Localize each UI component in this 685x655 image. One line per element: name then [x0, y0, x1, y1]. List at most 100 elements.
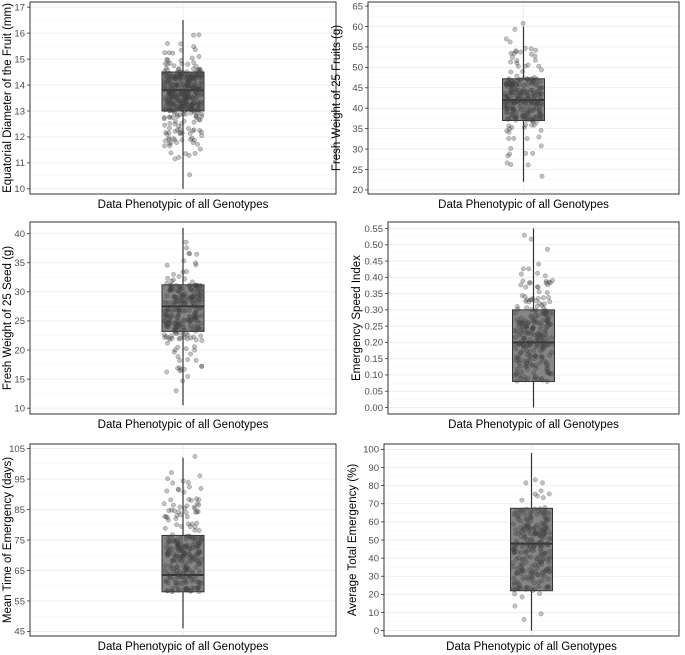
data-point	[190, 105, 196, 111]
data-point	[165, 106, 171, 112]
data-point	[522, 338, 528, 344]
data-point	[532, 353, 538, 359]
data-point	[174, 140, 180, 145]
data-point	[166, 550, 172, 556]
data-point	[527, 358, 533, 363]
data-point	[174, 572, 180, 578]
data-point	[508, 90, 514, 96]
data-point	[544, 309, 550, 314]
data-point	[506, 129, 512, 135]
data-point	[531, 544, 537, 550]
data-point	[530, 362, 536, 368]
data-point	[522, 525, 528, 531]
data-point	[525, 81, 530, 87]
data-point	[193, 357, 199, 363]
data-point	[198, 78, 204, 84]
data-point	[535, 270, 541, 276]
data-point	[519, 330, 524, 336]
data-point	[187, 130, 193, 136]
data-point	[191, 109, 197, 115]
data-point	[182, 300, 188, 305]
data-point	[505, 84, 511, 90]
data-point	[198, 313, 204, 319]
data-point	[162, 313, 168, 319]
data-point	[544, 318, 550, 323]
data-point	[528, 117, 534, 123]
data-point	[195, 509, 201, 515]
data-point	[183, 239, 189, 245]
data-point	[175, 354, 181, 360]
data-point	[195, 101, 201, 107]
data-point	[173, 553, 179, 559]
data-point	[531, 543, 537, 549]
data-point	[510, 92, 516, 98]
data-points	[510, 477, 553, 622]
data-point	[173, 81, 179, 87]
data-point	[162, 568, 168, 573]
data-point	[516, 341, 522, 347]
y-tick-label: 10	[14, 184, 25, 195]
data-point	[504, 160, 510, 166]
data-point	[189, 135, 195, 141]
data-point	[543, 509, 549, 515]
data-point	[532, 531, 538, 536]
data-point	[172, 121, 178, 127]
data-point	[511, 51, 517, 57]
data-point	[524, 348, 530, 354]
data-point	[193, 63, 199, 69]
data-point	[529, 509, 535, 515]
y-tick-label: 0.15	[365, 354, 384, 365]
data-point	[171, 551, 176, 557]
data-point	[512, 335, 518, 340]
data-point	[522, 45, 528, 51]
data-points	[161, 239, 205, 394]
data-point	[187, 251, 193, 257]
data-point	[166, 136, 172, 142]
data-point	[535, 493, 540, 499]
data-point	[192, 347, 198, 353]
data-point	[162, 72, 168, 78]
data-point	[175, 312, 181, 318]
data-point	[524, 305, 530, 311]
data-point	[166, 335, 172, 341]
data-point	[531, 105, 537, 111]
data-point	[178, 73, 183, 79]
data-point	[509, 86, 515, 92]
data-point	[539, 173, 545, 179]
data-point	[522, 318, 528, 324]
data-point	[539, 85, 545, 91]
data-point	[513, 48, 519, 54]
data-point	[530, 588, 536, 593]
data-point	[168, 565, 174, 571]
data-point	[183, 566, 188, 572]
data-point	[514, 60, 520, 66]
data-point	[168, 534, 174, 540]
data-point	[172, 102, 178, 108]
data-point	[189, 570, 195, 576]
data-point	[192, 453, 198, 459]
data-point	[521, 232, 527, 238]
data-point	[539, 347, 545, 353]
data-point	[523, 516, 529, 522]
data-point	[199, 296, 205, 302]
data-point	[191, 85, 197, 91]
data-point	[168, 94, 174, 100]
data-point	[161, 114, 167, 120]
data-point	[513, 531, 519, 537]
data-point	[199, 133, 205, 139]
data-point	[189, 521, 195, 527]
data-point	[186, 93, 192, 99]
data-point	[519, 497, 525, 503]
data-point	[536, 540, 542, 545]
data-point	[189, 84, 195, 90]
data-point	[162, 107, 168, 113]
data-point	[181, 328, 187, 334]
data-point	[165, 324, 171, 330]
data-point	[191, 85, 197, 91]
data-point	[520, 319, 526, 325]
data-point	[534, 531, 540, 537]
data-point	[184, 533, 190, 539]
data-point	[513, 117, 519, 123]
data-point	[519, 369, 525, 375]
